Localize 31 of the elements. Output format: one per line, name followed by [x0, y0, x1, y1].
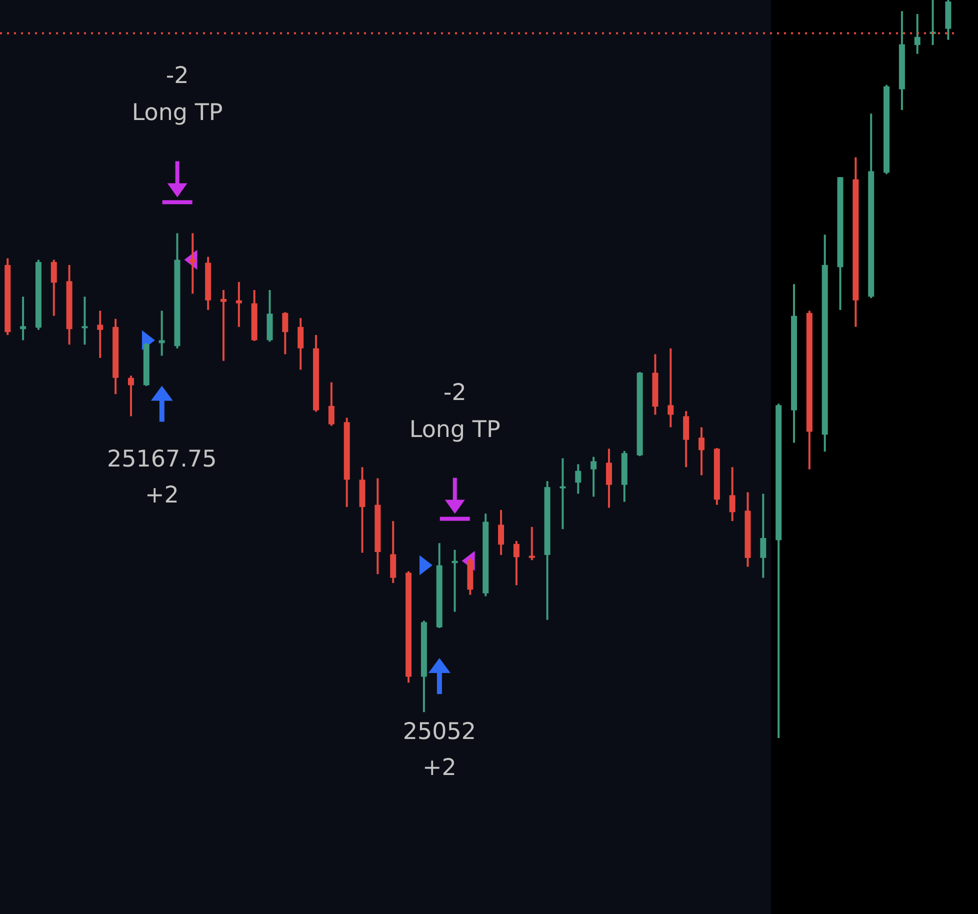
candlestick	[220, 289, 226, 362]
annotation: 25167.75 +2	[107, 446, 217, 509]
candlestick	[282, 311, 288, 356]
candlestick	[128, 374, 134, 418]
candlestick	[683, 410, 690, 468]
candlestick	[20, 296, 26, 342]
candlestick	[498, 508, 504, 556]
candlestick	[729, 466, 736, 522]
candlestick	[513, 540, 520, 586]
candlestick	[760, 492, 766, 579]
annotation: -2 Long TP	[132, 63, 223, 126]
annotation: -2 Long TP	[409, 380, 500, 443]
candlestick	[560, 457, 566, 530]
candlestick	[328, 381, 334, 427]
candlestick	[50, 258, 57, 317]
candlestick	[575, 463, 582, 495]
candlestick	[698, 426, 704, 476]
candlestick	[606, 448, 612, 509]
candlestick	[914, 13, 920, 55]
candlestick	[298, 317, 304, 371]
candlestick	[82, 296, 88, 346]
candlestick	[158, 310, 165, 357]
candlestick	[190, 232, 196, 295]
candlestick	[528, 526, 535, 562]
candlestick	[590, 456, 597, 498]
candlestick	[452, 548, 458, 613]
candlestick	[236, 280, 242, 328]
candlestick	[97, 310, 104, 359]
candlestick	[390, 520, 396, 584]
candlestick	[668, 347, 674, 428]
annotation: 25052 +2	[402, 719, 476, 782]
